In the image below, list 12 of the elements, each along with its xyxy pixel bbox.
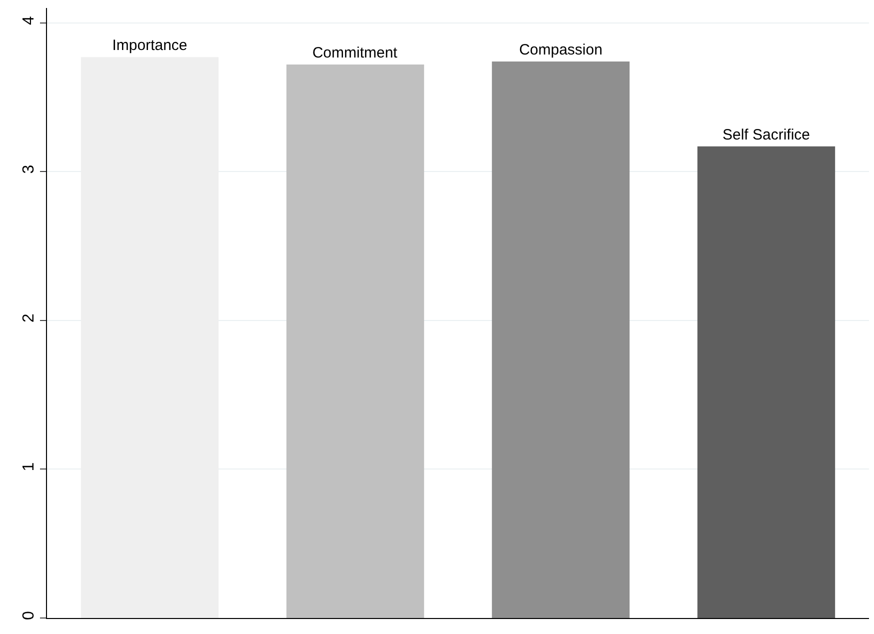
y-tick-label: 4	[20, 16, 38, 25]
bar	[492, 62, 630, 618]
y-tick-label: 3	[20, 164, 38, 174]
x-tick-label: Commitment	[312, 44, 398, 62]
y-tick-label: 2	[20, 313, 38, 322]
bar	[286, 64, 424, 618]
x-tick-label: Self Sacrifice	[722, 126, 810, 144]
bar	[697, 146, 836, 618]
x-tick-label: Importance	[112, 37, 188, 54]
x-tick-label: Compassion	[519, 42, 602, 59]
y-tick-label: 0	[20, 611, 38, 620]
y-tick-label: 1	[20, 462, 38, 472]
